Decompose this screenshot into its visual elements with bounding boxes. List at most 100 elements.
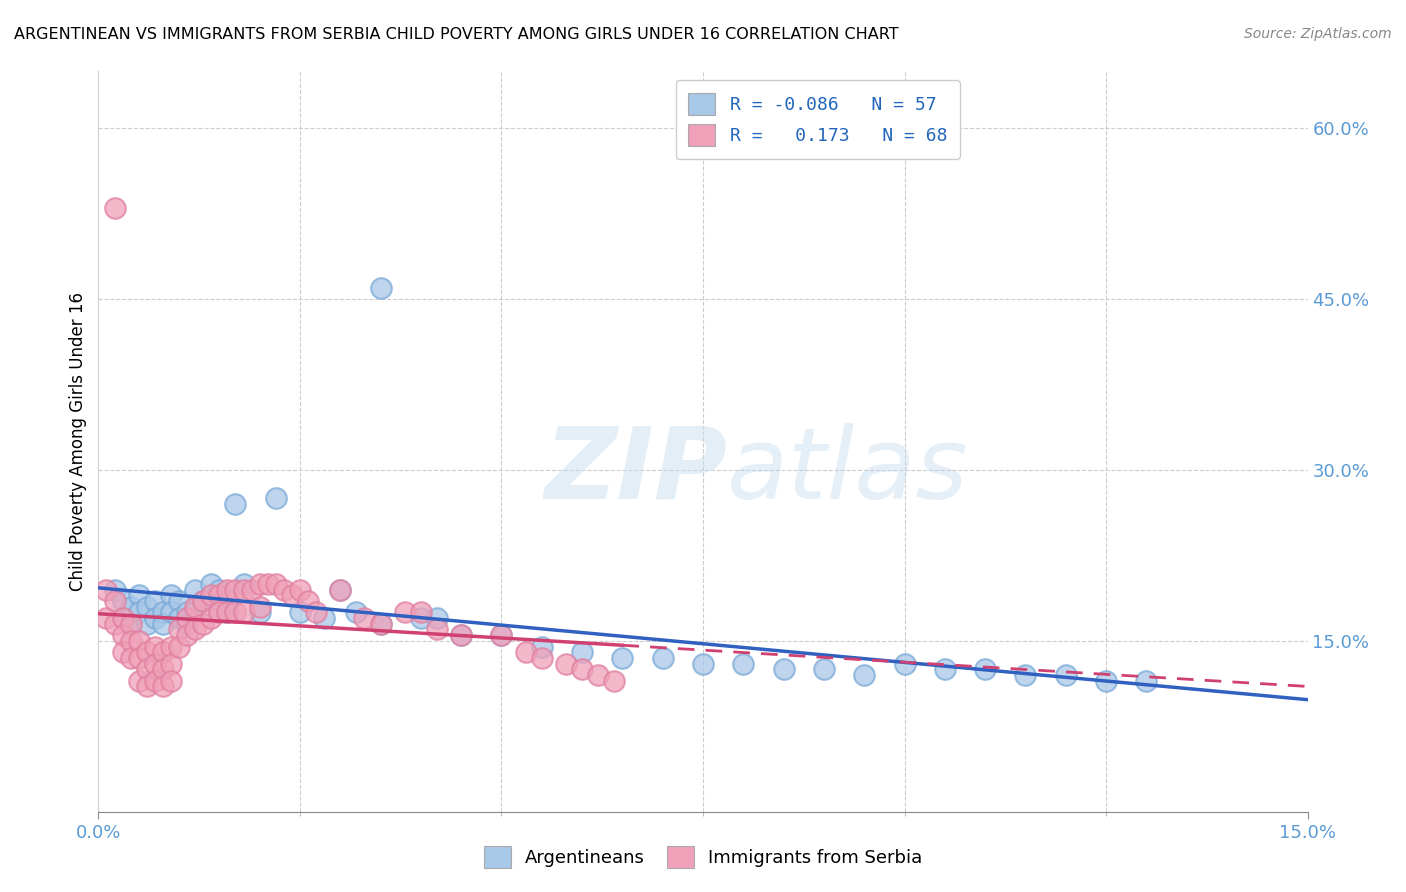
Point [96,611,118,625]
Point [135,645,157,659]
Point [111,628,134,642]
Point [135,616,157,631]
Point [555,657,578,671]
Point [152,606,174,620]
Point [167,623,190,637]
Point [232,577,254,591]
Point [450,628,472,642]
Point [152,616,174,631]
Point [394,606,416,620]
Point [224,606,246,620]
Point [160,588,183,602]
Point [329,582,352,597]
Point [152,680,174,694]
Point [224,497,246,511]
Point [329,582,352,597]
Point [409,611,432,625]
Point [200,577,222,591]
Point [314,611,336,625]
Point [128,606,150,620]
Point [305,606,328,620]
Point [167,594,190,608]
Point [288,606,311,620]
Point [1135,673,1157,688]
Point [772,662,794,676]
Point [184,599,207,614]
Point [297,594,319,608]
Point [160,673,183,688]
Point [193,616,215,631]
Point [208,606,231,620]
Point [111,594,134,608]
Point [143,657,166,671]
Point [176,611,198,625]
Point [143,640,166,654]
Point [200,611,222,625]
Point [184,623,207,637]
Point [232,606,254,620]
Point [111,611,134,625]
Point [515,645,537,659]
Point [853,668,876,682]
Point [96,582,118,597]
Point [1014,668,1036,682]
Point [208,606,231,620]
Point [184,606,207,620]
Point [143,673,166,688]
Point [249,606,271,620]
Point [128,673,150,688]
Text: Source: ZipAtlas.com: Source: ZipAtlas.com [1244,27,1392,41]
Point [103,201,125,215]
Point [128,588,150,602]
Point [733,657,755,671]
Point [111,645,134,659]
Point [370,616,392,631]
Point [200,588,222,602]
Legend: R = -0.086   N = 57, R =   0.173   N = 68: R = -0.086 N = 57, R = 0.173 N = 68 [676,80,960,159]
Text: ARGENTINEAN VS IMMIGRANTS FROM SERBIA CHILD POVERTY AMONG GIRLS UNDER 16 CORRELA: ARGENTINEAN VS IMMIGRANTS FROM SERBIA CH… [14,27,898,42]
Point [249,599,271,614]
Point [651,651,673,665]
Y-axis label: Child Poverty Among Girls Under 16: Child Poverty Among Girls Under 16 [69,292,87,591]
Point [232,582,254,597]
Point [152,662,174,676]
Point [217,606,239,620]
Point [135,680,157,694]
Point [491,628,513,642]
Point [426,623,449,637]
Point [193,594,215,608]
Point [143,594,166,608]
Point [264,577,287,591]
Point [176,616,198,631]
Point [370,616,392,631]
Point [612,651,634,665]
Legend: Argentineans, Immigrants from Serbia: Argentineans, Immigrants from Serbia [472,835,934,879]
Point [176,606,198,620]
Point [103,616,125,631]
Point [208,582,231,597]
Point [491,628,513,642]
Point [603,673,626,688]
Point [217,582,239,597]
Point [571,645,593,659]
Point [240,582,263,597]
Text: ZIP: ZIP [544,423,727,520]
Point [288,582,311,597]
Text: atlas: atlas [727,423,969,520]
Point [281,588,304,602]
Point [586,668,609,682]
Point [450,628,472,642]
Point [934,662,956,676]
Point [135,662,157,676]
Point [813,662,835,676]
Point [217,594,239,608]
Point [103,594,125,608]
Point [370,281,392,295]
Point [103,582,125,597]
Point [224,582,246,597]
Point [344,606,367,620]
Point [530,651,553,665]
Point [426,611,449,625]
Point [893,657,915,671]
Point [152,645,174,659]
